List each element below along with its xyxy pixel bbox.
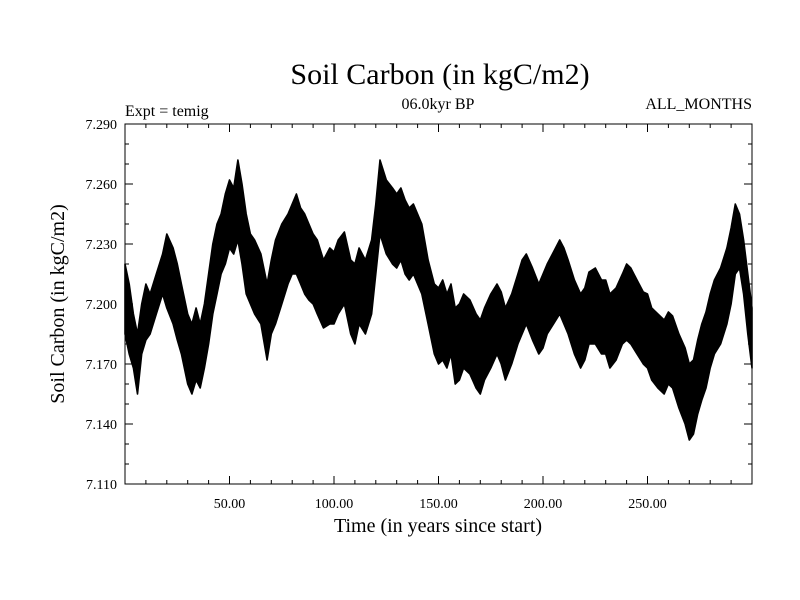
y-tick-label: 7.200 [86, 298, 118, 313]
y-tick-label: 7.290 [86, 118, 118, 133]
y-tick-label: 7.110 [86, 478, 117, 493]
x-tick-label: 250.00 [628, 497, 667, 512]
period-label: 06.0kyr BP [402, 96, 475, 113]
y-axis-label: Soil Carbon (in kgC/m2) [47, 204, 69, 403]
months-label: ALL_MONTHS [645, 96, 752, 113]
y-tick-label: 7.260 [86, 178, 118, 193]
x-tick-labels: 50.00 100.00 150.00 200.00 250.00 [214, 497, 667, 512]
x-tick-label: 50.00 [214, 497, 246, 512]
plot-frame [124, 123, 753, 485]
x-tick-label: 200.00 [524, 497, 563, 512]
y-tick-label: 7.230 [86, 238, 118, 253]
x-axis-label: Time (in years since start) [334, 515, 542, 537]
chart-title: Soil Carbon (in kgC/m2) [290, 58, 589, 91]
y-tick-labels: 7.110 7.140 7.170 7.200 7.230 7.260 7.290 [86, 118, 118, 493]
x-tick-label: 100.00 [315, 497, 354, 512]
experiment-label: Expt = temig [125, 103, 209, 120]
y-tick-label: 7.140 [86, 418, 118, 433]
x-tick-label: 150.00 [419, 497, 458, 512]
y-tick-label: 7.170 [86, 358, 118, 373]
series-line [124, 159, 753, 441]
